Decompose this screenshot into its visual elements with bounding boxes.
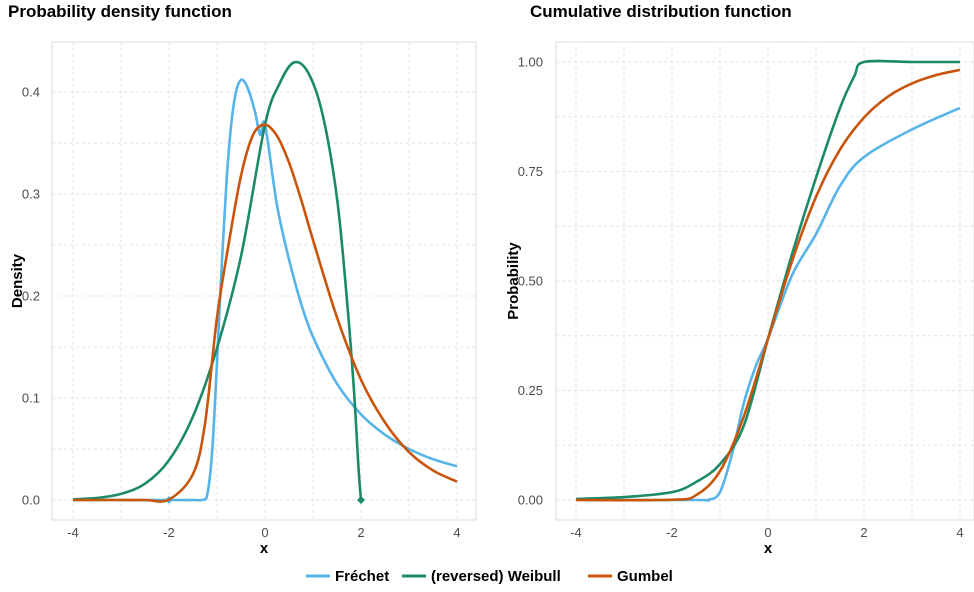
pdf-y-tick-label: 0.2 xyxy=(22,289,40,304)
pdf-x-axis-label: x xyxy=(260,540,269,557)
cdf-x-tick-label: -2 xyxy=(666,525,678,540)
pdf-series-fr-chet-line xyxy=(72,78,458,502)
pdf-x-tick-label: 2 xyxy=(357,525,364,540)
pdf-series-reversed-weibull-line xyxy=(72,60,363,501)
pdf-title: Probability density function xyxy=(8,2,232,21)
legend-label-gumbel: Gumbel xyxy=(617,568,673,585)
cdf-x-axis-label: x xyxy=(764,540,773,557)
cdf-x-tick-label: 4 xyxy=(956,525,963,540)
cdf-x-tick-label: -4 xyxy=(570,525,582,540)
cdf-y-tick-label: 0.75 xyxy=(518,164,543,179)
pdf-x-tick-label: -4 xyxy=(67,525,79,540)
cdf-x-tick-label: 2 xyxy=(860,525,867,540)
pdf-y-tick-label: 0.4 xyxy=(22,85,40,100)
legend: Fréchet (reversed) Weibull Gumbel xyxy=(306,568,673,585)
cdf-plot-frame xyxy=(555,41,974,521)
cdf-y-tick-label: 0.00 xyxy=(518,493,543,508)
pdf-x-tick-label: 4 xyxy=(453,525,460,540)
pdf-y-tick-label: 0.0 xyxy=(22,493,40,508)
pdf-y-tick-label: 0.3 xyxy=(22,187,40,202)
pdf-panel: Probability density function -4 -2 0 2 4 0.0 0… xyxy=(8,2,477,557)
pdf-y-axis-label: Density xyxy=(9,253,26,308)
cdf-y-tick-label: 0.25 xyxy=(518,383,543,398)
cdf-title: Cumulative distribution function xyxy=(530,2,792,21)
pdf-series-reversed-weibull-endpoint-marker xyxy=(357,496,365,504)
pdf-x-tick-label: 0 xyxy=(261,525,268,540)
cdf-series-fr-chet-line xyxy=(575,106,961,502)
legend-label-weibull: (reversed) Weibull xyxy=(431,568,561,585)
cdf-panel: Cumulative distribution function -4 -2 0 2 4… xyxy=(505,2,974,557)
cdf-x-tick-label: 0 xyxy=(764,525,771,540)
cdf-y-tick-label: 1.00 xyxy=(518,55,543,70)
cdf-series-gumbel-line xyxy=(575,68,961,502)
pdf-x-tick-label: -2 xyxy=(163,525,175,540)
pdf-y-tick-label: 0.1 xyxy=(22,391,40,406)
cdf-y-axis-label: Probability xyxy=(505,242,522,320)
pdf-plot-frame xyxy=(51,41,477,521)
pdf-series-gumbel-line xyxy=(72,123,458,503)
legend-label-frechet: Fréchet xyxy=(335,568,389,585)
cdf-y-tick-label: 0.50 xyxy=(518,274,543,289)
